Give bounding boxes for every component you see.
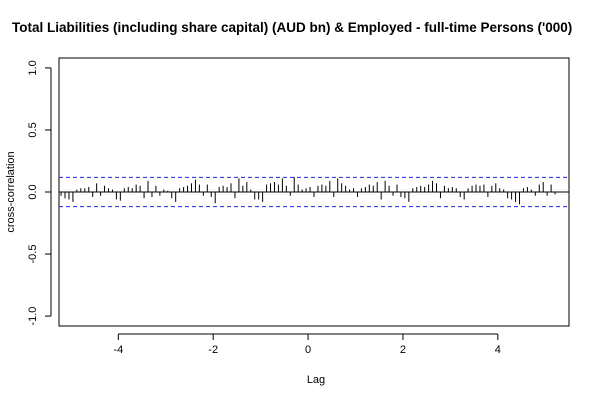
y-tick-label: -0.5	[27, 245, 39, 264]
y-tick-label: 0.5	[27, 122, 39, 137]
x-axis-label: Lag	[307, 374, 325, 386]
x-tick-label: 2	[400, 344, 406, 356]
x-tick-label: -2	[208, 344, 218, 356]
x-tick-label: -4	[113, 344, 123, 356]
y-axis-label: cross-correlation	[5, 151, 17, 232]
ccf-bars	[59, 177, 569, 205]
y-axis: -1.0 -0.5 0.0 0.5 1.0	[27, 60, 52, 326]
x-axis: -4 -2 0 2 4	[113, 333, 501, 356]
confidence-bounds	[59, 176, 569, 208]
chart-title: Total Liabilities (including share capit…	[12, 20, 572, 35]
y-tick-label: 1.0	[27, 60, 39, 75]
y-tick-label: 0.0	[27, 184, 39, 199]
y-tick-label: -1.0	[27, 307, 39, 326]
x-tick-label: 0	[305, 344, 311, 356]
x-tick-label: 4	[495, 344, 501, 356]
